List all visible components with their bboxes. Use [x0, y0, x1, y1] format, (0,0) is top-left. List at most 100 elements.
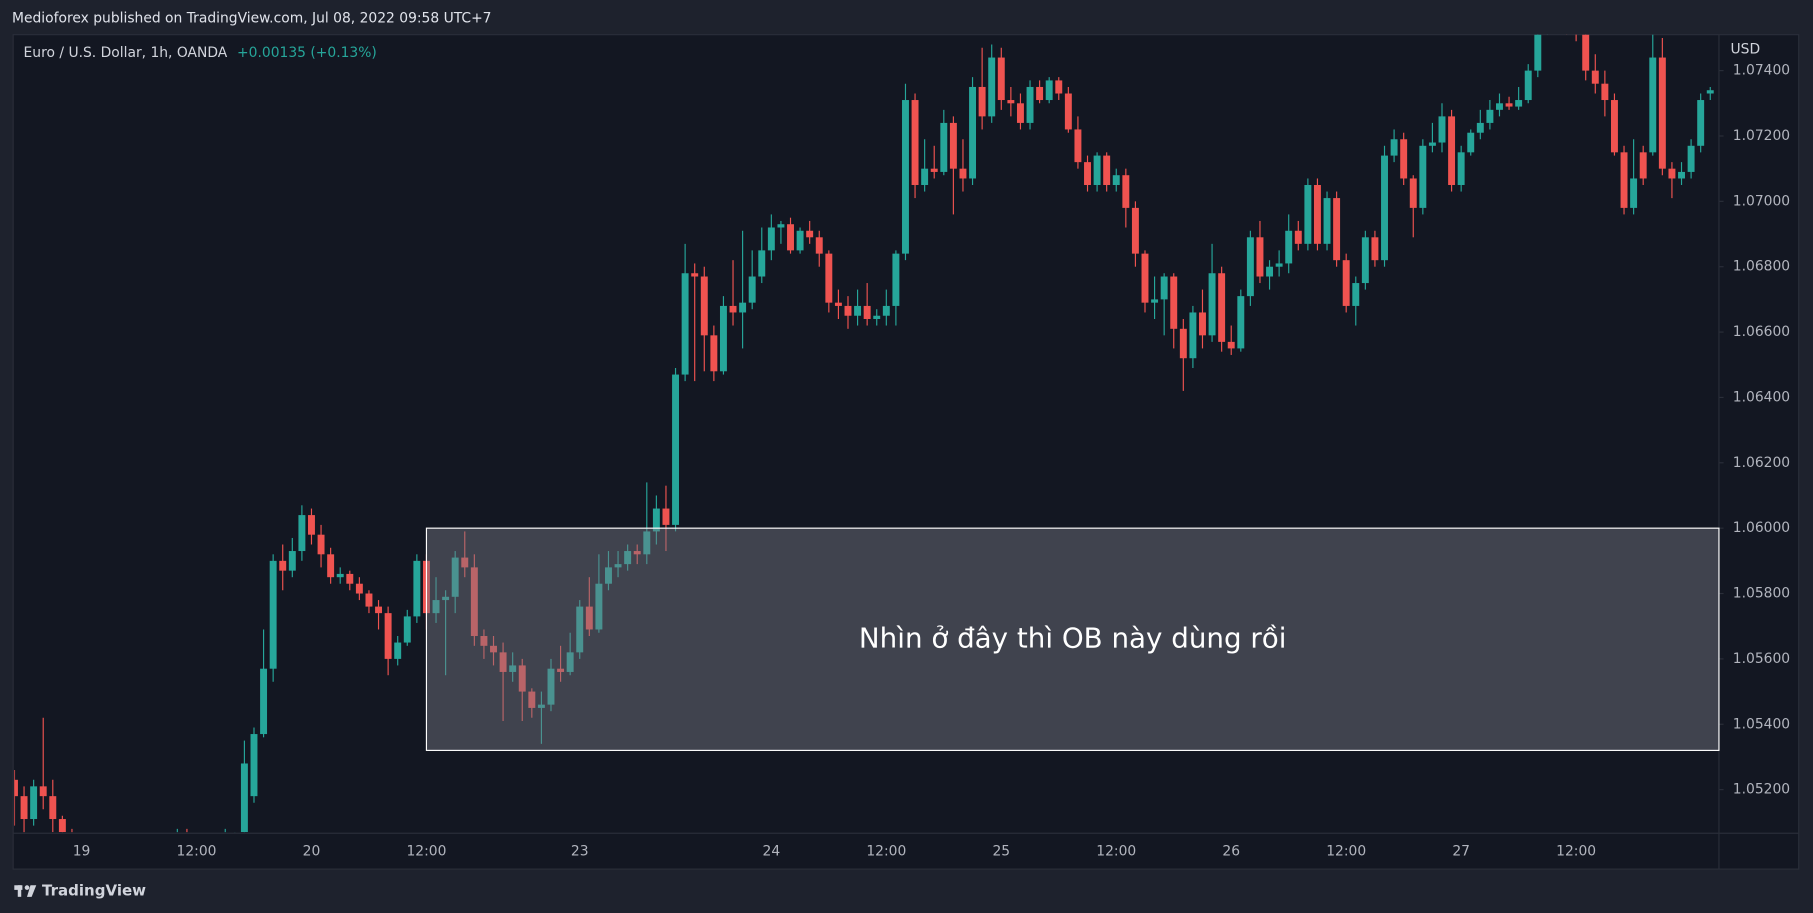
- candle-body: [576, 606, 584, 653]
- candle-body: [806, 230, 814, 238]
- candle-body: [825, 253, 833, 303]
- candle-body: [288, 551, 296, 571]
- candle-body: [470, 567, 478, 637]
- candle-body: [566, 652, 574, 672]
- candle-body: [1515, 100, 1523, 107]
- x-tick-label: 20: [303, 844, 321, 860]
- candle-body: [14, 779, 18, 797]
- candle-body: [39, 786, 47, 797]
- candle-body: [1179, 328, 1187, 359]
- candle-body: [1112, 175, 1120, 186]
- y-tick-label: 1.06600: [1733, 324, 1790, 340]
- candle-body: [30, 786, 38, 820]
- candle-body: [1160, 276, 1168, 300]
- candle-body: [624, 551, 632, 565]
- candle-body: [1093, 155, 1101, 186]
- candle-body: [1218, 273, 1226, 342]
- candle-body: [652, 508, 660, 532]
- candle-body: [739, 302, 747, 313]
- candle-body: [1189, 312, 1197, 359]
- candle-body: [336, 573, 344, 578]
- candle-body: [1697, 100, 1705, 146]
- candle-body: [1007, 100, 1015, 104]
- candle-body: [882, 305, 890, 316]
- candle-body: [854, 305, 862, 316]
- x-tick-label: 12:00: [406, 844, 446, 860]
- candle-body: [796, 230, 804, 251]
- x-tick-label: 19: [73, 844, 91, 860]
- candle-body: [1131, 207, 1139, 254]
- candle-body: [528, 691, 536, 708]
- y-tick-label: 1.06800: [1733, 259, 1790, 275]
- candle-body: [365, 593, 373, 607]
- candle-body: [518, 665, 526, 692]
- candle-body: [1016, 103, 1024, 123]
- candle-body: [557, 668, 565, 672]
- tradingview-logo: [14, 885, 37, 897]
- candle-body: [710, 335, 718, 372]
- candle-body: [1342, 260, 1350, 306]
- candle-body: [1486, 109, 1494, 123]
- candle-body: [672, 374, 680, 525]
- candle-body: [1064, 93, 1072, 130]
- candle-body: [662, 508, 670, 525]
- x-tick-label: 12:00: [1326, 844, 1366, 860]
- candle-body: [1141, 253, 1149, 303]
- y-tick-label: 1.06000: [1733, 520, 1790, 536]
- candle-body: [298, 515, 306, 552]
- candle-body: [250, 734, 258, 797]
- candle-body: [595, 583, 603, 630]
- candle-body: [1639, 152, 1647, 179]
- y-tick-label: 1.07000: [1733, 193, 1790, 209]
- candle-body: [1496, 103, 1503, 110]
- candle-body: [240, 763, 248, 833]
- candle-body: [308, 515, 315, 535]
- candle-body: [978, 86, 986, 117]
- candle-body: [1208, 273, 1216, 336]
- candle-body: [1170, 276, 1178, 329]
- candle-body: [279, 560, 287, 571]
- candle-body: [1361, 237, 1369, 284]
- candle-body: [1658, 57, 1666, 169]
- candle-body: [461, 557, 469, 568]
- x-tick-label: 24: [763, 844, 781, 860]
- candle-body: [1122, 175, 1130, 208]
- x-tick-label: 12:00: [866, 844, 906, 860]
- candle-body: [442, 596, 450, 601]
- candle-body: [1400, 139, 1408, 179]
- candle-body: [260, 668, 268, 735]
- candle-body: [1620, 152, 1628, 208]
- candle-body: [68, 832, 76, 833]
- candle-body: [930, 168, 938, 172]
- candle-body: [767, 227, 775, 251]
- y-tick-label: 1.05400: [1733, 716, 1790, 732]
- y-tick-label: 1.05200: [1733, 782, 1790, 798]
- candle-body: [1084, 162, 1091, 186]
- candle-body: [1706, 90, 1714, 94]
- candle-body: [969, 86, 977, 179]
- candle-body: [1678, 171, 1685, 179]
- x-tick-label: 27: [1452, 844, 1470, 860]
- candle-body: [633, 551, 641, 555]
- candle-body: [269, 560, 277, 669]
- candle-body: [787, 224, 794, 251]
- plot-area: [14, 34, 1714, 833]
- candle-body: [375, 606, 383, 614]
- candle-body: [547, 668, 555, 705]
- candle-body: [480, 636, 488, 646]
- x-tick-label: 25: [992, 844, 1010, 860]
- candle-body: [643, 531, 651, 555]
- candle-body: [1524, 70, 1532, 101]
- candle-body: [1668, 168, 1676, 179]
- candle-body: [413, 560, 421, 617]
- y-tick-label: 1.07400: [1733, 63, 1790, 79]
- candle-body: [1438, 116, 1446, 143]
- candle-body: [1304, 185, 1312, 244]
- candle-body: [432, 600, 440, 614]
- y-tick-label: 1.07200: [1733, 128, 1790, 144]
- candle-body: [1467, 132, 1475, 153]
- candle-body: [844, 305, 852, 316]
- candle-body: [1601, 83, 1609, 101]
